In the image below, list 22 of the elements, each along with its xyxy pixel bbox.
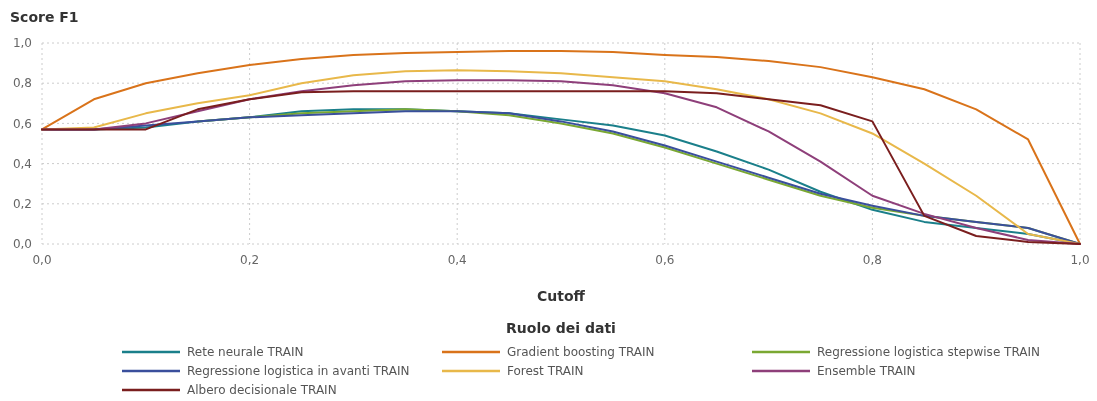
- legend-title: Ruolo dei dati: [506, 320, 616, 336]
- legend-label: Albero decisionale TRAIN: [187, 383, 337, 398]
- legend-label: Gradient boosting TRAIN: [507, 345, 655, 360]
- legend-label: Regressione logistica stepwise TRAIN: [817, 345, 1040, 360]
- legend-label: Regressione logistica in avanti TRAIN: [187, 364, 410, 379]
- chart-title: Score F1: [10, 9, 79, 25]
- x-tick-label: 0,0: [32, 253, 52, 267]
- legend-label: Ensemble TRAIN: [817, 364, 916, 379]
- legend-label: Forest TRAIN: [507, 364, 584, 379]
- x-tick-label: 0,6: [655, 253, 675, 267]
- y-tick-label: 0,6: [12, 116, 32, 131]
- y-tick-label: 0,8: [12, 76, 32, 91]
- x-axis-title: Cutoff: [537, 288, 586, 304]
- y-tick-label: 0,2: [12, 197, 32, 211]
- y-tick-label: 1,0: [12, 36, 32, 51]
- x-tick-label: 0,4: [447, 253, 467, 267]
- legend-label: Rete neurale TRAIN: [187, 345, 304, 360]
- x-tick-label: 0,8: [862, 253, 882, 267]
- y-tick-label: 0,0: [12, 237, 32, 252]
- x-tick-label: 1,0: [1070, 253, 1090, 267]
- x-tick-label: 0,2: [240, 253, 260, 267]
- y-tick-label: 0,4: [12, 156, 32, 171]
